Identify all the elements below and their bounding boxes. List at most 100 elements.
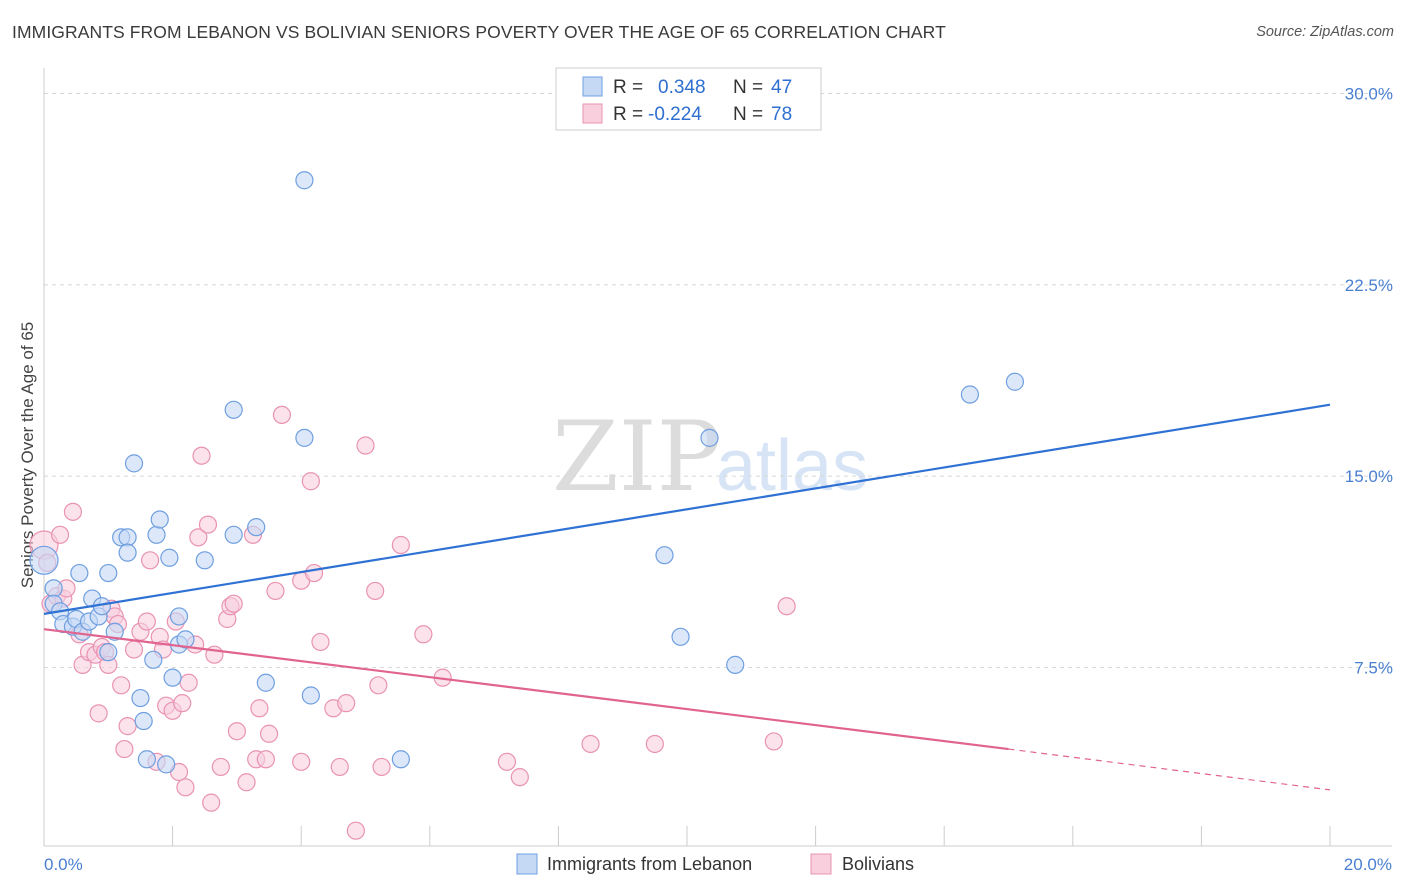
legend-r-label-lebanon: R = (613, 77, 643, 98)
bolivians-point (211, 757, 230, 777)
bolivians-point (330, 757, 349, 777)
bolivians-point (112, 676, 131, 695)
lebanon-point (144, 650, 163, 669)
bolivians-point (391, 535, 410, 555)
y-tick-label: 15.0% (1345, 467, 1393, 486)
bolivians-point (497, 752, 517, 771)
lebanon-point (118, 528, 137, 547)
trend-lines (43, 403, 1331, 791)
lebanon-point (655, 546, 674, 565)
lebanon-point (124, 454, 144, 473)
legend-n-label-lebanon: N = (733, 77, 763, 98)
bolivians-points (29, 405, 796, 840)
bolivians-point (272, 405, 292, 425)
lebanon-point (195, 551, 214, 570)
legend-n-label-bolivians: N = (733, 104, 763, 125)
lebanon-point (105, 622, 124, 641)
bottom-legend-swatch-lebanon (516, 853, 538, 875)
lebanon-point (157, 755, 176, 774)
lebanon-point (224, 525, 243, 544)
lebanon-point (99, 643, 118, 662)
lebanon-point (163, 668, 182, 687)
bolivians-point (764, 732, 783, 751)
bolivians-point (337, 694, 356, 713)
lebanon-point (169, 607, 189, 626)
axes (43, 68, 1392, 847)
bolivians-point (266, 581, 285, 601)
lebanon-point (131, 688, 150, 708)
bolivians-point (124, 640, 144, 659)
y-tick-label: 7.5% (1354, 658, 1393, 677)
watermark-atlas: atlas (716, 426, 868, 506)
lebanon-point (256, 673, 275, 692)
bolivians-point (50, 525, 70, 544)
lebanon-point (70, 563, 89, 583)
bolivians-point (366, 581, 385, 601)
bolivians-point (202, 793, 221, 812)
bolivians-point (777, 597, 796, 616)
lebanon-point (301, 686, 320, 705)
lebanon-point (1005, 372, 1025, 391)
bolivians-point (118, 717, 137, 736)
bolivians-point (176, 778, 195, 797)
lebanon-point (29, 545, 59, 575)
lebanon-points (29, 171, 1025, 774)
bolivians-trend-extension (1008, 748, 1331, 791)
lebanon-point (224, 400, 243, 419)
bottom-legend-label-bolivians: Bolivians (842, 854, 914, 874)
lebanon-point (295, 428, 314, 447)
bolivians-point (301, 472, 320, 491)
bolivians-point (137, 612, 156, 631)
bolivians-point (189, 528, 208, 547)
bolivians-point (115, 739, 134, 759)
legend-r-label-bolivians: R = (613, 104, 643, 125)
lebanon-point (726, 655, 745, 674)
bolivians-point (259, 724, 279, 743)
lebanon-point (44, 579, 63, 598)
legend-n-value-lebanon: 47 (771, 77, 792, 98)
bolivians-point (179, 673, 198, 692)
lebanon-point (700, 428, 719, 447)
bolivians-point (89, 704, 108, 723)
lebanon-point (134, 711, 153, 731)
lebanon-point (391, 750, 410, 769)
series-legend: Immigrants from Lebanon Bolivians (516, 853, 914, 875)
lebanon-point (960, 385, 980, 404)
chart-source: Source: ZipAtlas.com (1256, 24, 1394, 40)
x-tick-marks (43, 826, 1331, 846)
bolivians-point (292, 752, 311, 771)
legend-r-value-bolivians: -0.224 (648, 104, 702, 125)
y-tick-label: 22.5% (1345, 276, 1393, 295)
bolivians-point (372, 757, 391, 777)
lebanon-point (147, 525, 166, 544)
bolivians-point (63, 502, 83, 521)
bolivians-point (192, 446, 211, 465)
lebanon-point (247, 518, 266, 537)
lebanon-point (295, 171, 314, 190)
watermark-zip: ZIP (552, 401, 721, 513)
lebanon-trend-line (43, 403, 1331, 615)
legend-swatch-lebanon (582, 76, 603, 97)
bottom-legend-swatch-bolivians (810, 853, 832, 875)
bolivians-point (250, 699, 269, 718)
bolivians-point (173, 694, 192, 713)
bolivians-point (227, 722, 246, 741)
bolivians-point (304, 563, 324, 583)
grid-lines (44, 93, 1392, 668)
lebanon-point (118, 543, 137, 562)
bottom-legend-label-lebanon: Immigrants from Lebanon (547, 854, 752, 874)
x-tick-label-min: 0.0% (44, 855, 83, 874)
bolivians-point (356, 436, 375, 455)
chart-title: IMMIGRANTS FROM LEBANON VS BOLIVIAN SENI… (12, 22, 946, 42)
bolivians-trend-line (43, 628, 1009, 751)
bolivians-point (581, 734, 600, 754)
bolivians-point (645, 734, 664, 754)
legend-swatch-bolivians (582, 103, 603, 124)
lebanon-point (176, 630, 195, 649)
bolivians-point (140, 551, 160, 570)
lebanon-point (150, 510, 169, 529)
y-tick-label: 30.0% (1345, 85, 1393, 104)
y-axis-label: Seniors Poverty Over the Age of 65 (18, 322, 37, 588)
lebanon-point (137, 750, 156, 769)
